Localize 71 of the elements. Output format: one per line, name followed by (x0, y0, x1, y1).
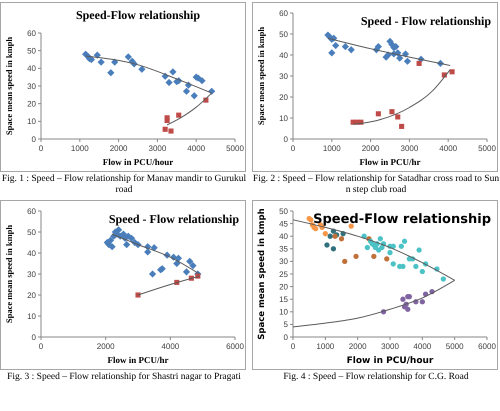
x-tick-label: 5000 (478, 144, 496, 153)
y-tick-label: 20 (27, 290, 37, 300)
y-tick-label: 10 (27, 117, 37, 126)
y-tick-label: 50 (279, 30, 289, 39)
y-tick-label: 0 (32, 332, 37, 342)
y-tick-label: 0 (284, 332, 289, 342)
y-tick-label: 30 (279, 72, 289, 81)
caption: Fig. 2 : Speed – Flow relationship for Satadhar cross road to Sun n step club road (252, 174, 500, 196)
chart-title: Speed-Flow relationship (313, 212, 491, 227)
x-tick-label: 1000 (70, 144, 90, 153)
y-tick-label: 20 (279, 92, 289, 102)
y-tick-label: 10 (27, 312, 37, 321)
x-tick-label: 0 (38, 144, 44, 153)
y-tick-label: 35 (279, 244, 289, 254)
x-tick-label: 4000 (413, 342, 432, 351)
y-tick-label: 10 (279, 308, 289, 317)
caption: Fig. 4 : Speed – Flow relationship for C.G. Road (282, 372, 470, 383)
x-tick-label: 3000 (400, 144, 419, 153)
y-tick-label: 30 (27, 270, 37, 279)
y-tick-label: 0 (32, 134, 37, 144)
y-tick-label: 50 (27, 46, 37, 56)
x-tick-label: 0 (38, 342, 44, 351)
x-axis-title: Flow in PCU/hour (346, 356, 434, 366)
y-tick-label: 40 (279, 50, 289, 60)
caption: Fig. 3 : Speed – Flow relationship for Shastri nagar to Pragati (6, 372, 242, 383)
x-tick-label: 0 (290, 144, 296, 153)
x-tick-label: 3000 (148, 144, 167, 153)
x-tick-label: 0 (290, 342, 296, 351)
y-tick-label: 25 (279, 270, 289, 279)
x-tick-label: 4000 (187, 144, 206, 153)
y-tick-label: 50 (27, 228, 37, 237)
x-tick-label: 6000 (478, 342, 496, 351)
x-axis-title: Flow in PCU/hr (107, 355, 169, 365)
y-tick-label: 45 (279, 219, 289, 228)
y-tick-label: 40 (27, 248, 37, 258)
chart-title: Speed-Flow relationship (76, 8, 200, 22)
x-tick-label: 3000 (381, 342, 400, 351)
y-tick-label: 5 (284, 320, 289, 330)
y-axis-title: Space mean speed in kmph (4, 36, 14, 136)
y-tick-label: 60 (27, 28, 37, 38)
chart-title: Speed - Flow relationship (108, 212, 240, 226)
y-axis-title: Space mean speed in kmph (257, 208, 267, 340)
x-tick-label: 2000 (348, 342, 368, 351)
x-tick-label: 2000 (110, 144, 128, 153)
y-tick-label: 60 (27, 206, 37, 216)
x-tick-label: 2000 (96, 342, 116, 351)
y-tick-label: 30 (279, 257, 289, 266)
y-tick-label: 50 (279, 206, 289, 216)
x-axis-title: Flow in PCU/hour (102, 157, 174, 167)
y-tick-label: 0 (284, 134, 289, 144)
y-tick-label: 40 (27, 64, 37, 74)
x-tick-label: 4000 (161, 342, 180, 351)
y-axis-title: Space mean speed in kmph (4, 224, 14, 324)
x-tick-label: 6000 (226, 342, 244, 351)
x-tick-label: 5000 (446, 342, 464, 351)
x-tick-label: 1000 (316, 342, 335, 351)
y-tick-label: 20 (27, 99, 37, 108)
y-tick-label: 40 (279, 232, 289, 241)
y-axis-title: Space mean speed in kmph (256, 26, 266, 126)
caption: Fig. 1 : Speed – Flow relationship for Manav mandir to Gurukul road (0, 174, 248, 196)
x-tick-label: 4000 (439, 144, 458, 153)
y-tick-label: 20 (279, 282, 289, 292)
y-tick-label: 10 (279, 114, 289, 123)
chart-title: Speed - Flow relationship (360, 14, 492, 28)
x-axis-title: Flow in PCU/hr (359, 157, 421, 167)
x-tick-label: 5000 (226, 144, 244, 153)
y-tick-label: 60 (279, 8, 289, 18)
y-tick-label: 15 (279, 295, 289, 304)
y-tick-label: 30 (27, 82, 37, 91)
x-tick-label: 2000 (362, 144, 380, 153)
x-tick-label: 1000 (322, 144, 342, 153)
